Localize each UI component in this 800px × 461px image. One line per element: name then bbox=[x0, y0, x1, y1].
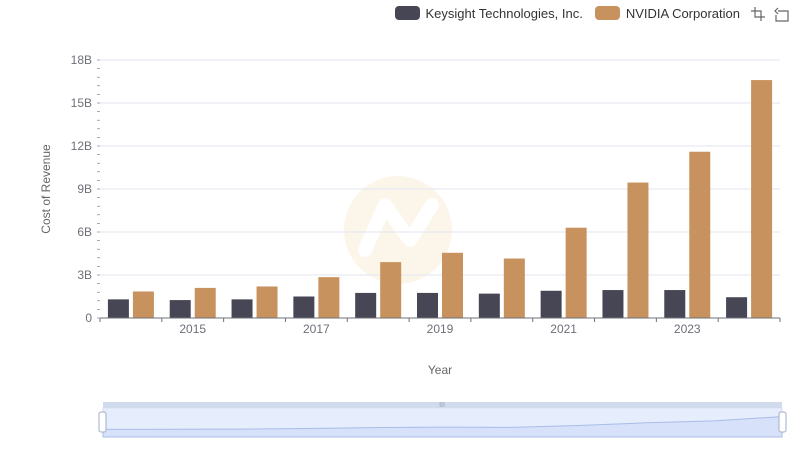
zoom-icon[interactable] bbox=[750, 6, 766, 22]
y-tick-label: 3B bbox=[77, 268, 92, 282]
x-axis-title: Year bbox=[428, 363, 452, 377]
y-tick-label: 12B bbox=[71, 139, 92, 153]
grid bbox=[100, 59, 780, 276]
bar-keysight-2019[interactable] bbox=[417, 292, 438, 318]
toolbox bbox=[750, 6, 790, 22]
bar-nvidia-2019[interactable] bbox=[442, 252, 463, 318]
x-tick-label: 2015 bbox=[179, 322, 206, 336]
legend-item-keysight[interactable]: Keysight Technologies, Inc. bbox=[394, 5, 583, 21]
bar-keysight-2020[interactable] bbox=[478, 293, 500, 318]
bar-nvidia-2023[interactable] bbox=[689, 151, 711, 318]
bar-keysight-2023[interactable] bbox=[664, 290, 686, 318]
y-tick-label: 0 bbox=[85, 311, 92, 325]
x-tick-label: 2017 bbox=[303, 322, 330, 336]
y-axis: 0 3B 6B 9B 12B 15B 18B bbox=[71, 53, 100, 325]
x-axis: 2015 2017 2019 2021 2023 bbox=[99, 318, 781, 336]
x-tick-label: 2021 bbox=[550, 322, 577, 336]
bar-keysight-2018[interactable] bbox=[355, 292, 377, 318]
bar-nvidia-2018[interactable] bbox=[380, 262, 402, 318]
legend: Keysight Technologies, Inc. NVIDIA Corpo… bbox=[394, 4, 740, 22]
bar-keysight-2024[interactable] bbox=[726, 297, 748, 318]
data-zoom-handle-right[interactable] bbox=[778, 411, 787, 433]
x-tick-label: 2019 bbox=[427, 322, 454, 336]
restore-icon[interactable] bbox=[774, 6, 790, 22]
y-tick-label: 18B bbox=[71, 53, 92, 67]
bar-keysight-2022[interactable] bbox=[602, 290, 624, 318]
y-tick-label: 15B bbox=[71, 96, 92, 110]
legend-label-keysight: Keysight Technologies, Inc. bbox=[425, 5, 583, 21]
bar-nvidia-2022[interactable] bbox=[627, 182, 649, 318]
bar-nvidia-2020[interactable] bbox=[503, 258, 525, 318]
data-zoom-grip[interactable]: III bbox=[439, 402, 445, 409]
bar-keysight-2016[interactable] bbox=[231, 299, 253, 318]
bar-keysight-2017[interactable] bbox=[293, 296, 315, 319]
bar-nvidia-2021[interactable] bbox=[565, 227, 587, 318]
watermark-logo bbox=[344, 176, 452, 284]
y-tick-label: 6B bbox=[77, 225, 92, 239]
bar-nvidia-2024[interactable] bbox=[751, 80, 773, 318]
y-axis-title: Cost of Revenue bbox=[39, 144, 53, 234]
bar-keysight-2021[interactable] bbox=[540, 290, 562, 318]
legend-swatch-keysight bbox=[394, 6, 420, 20]
bar-keysight-2014[interactable] bbox=[107, 299, 129, 318]
data-zoom-slider[interactable]: III bbox=[98, 402, 787, 438]
bar-keysight-2015[interactable] bbox=[169, 300, 191, 318]
bar-nvidia-2017[interactable] bbox=[318, 277, 340, 318]
data-zoom-top-bar[interactable] bbox=[103, 402, 782, 408]
y-tick-label: 9B bbox=[77, 182, 92, 196]
bar-nvidia-2014[interactable] bbox=[132, 291, 154, 318]
bar-nvidia-2016[interactable] bbox=[256, 286, 278, 318]
data-zoom-handle-left[interactable] bbox=[98, 411, 107, 433]
legend-item-nvidia[interactable]: NVIDIA Corporation bbox=[594, 5, 740, 21]
legend-label-nvidia: NVIDIA Corporation bbox=[625, 5, 740, 21]
legend-swatch-nvidia bbox=[594, 6, 620, 20]
x-tick-label: 2023 bbox=[674, 322, 701, 336]
bars bbox=[107, 80, 773, 319]
bar-nvidia-2015[interactable] bbox=[194, 287, 216, 318]
data-zoom-preview-line bbox=[102, 416, 783, 438]
